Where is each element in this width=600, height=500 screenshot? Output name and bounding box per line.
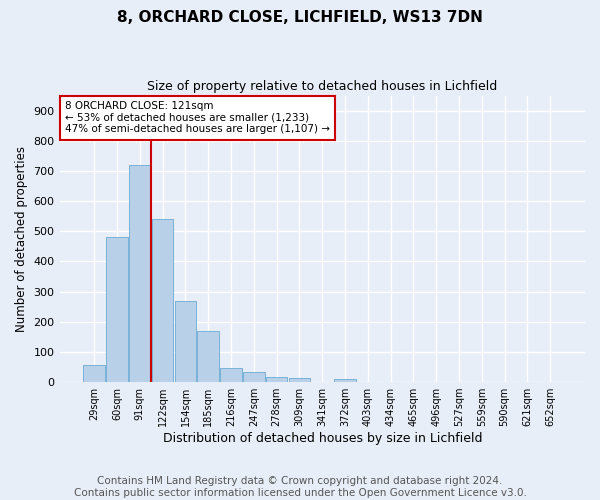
Bar xyxy=(220,368,242,382)
Bar xyxy=(175,300,196,382)
Bar xyxy=(152,219,173,382)
Bar xyxy=(266,376,287,382)
Title: Size of property relative to detached houses in Lichfield: Size of property relative to detached ho… xyxy=(147,80,497,93)
Text: Contains HM Land Registry data © Crown copyright and database right 2024.
Contai: Contains HM Land Registry data © Crown c… xyxy=(74,476,526,498)
Y-axis label: Number of detached properties: Number of detached properties xyxy=(15,146,28,332)
X-axis label: Distribution of detached houses by size in Lichfield: Distribution of detached houses by size … xyxy=(163,432,482,445)
Bar xyxy=(334,379,356,382)
Bar xyxy=(197,331,219,382)
Bar xyxy=(289,378,310,382)
Text: 8 ORCHARD CLOSE: 121sqm
← 53% of detached houses are smaller (1,233)
47% of semi: 8 ORCHARD CLOSE: 121sqm ← 53% of detache… xyxy=(65,102,330,134)
Bar xyxy=(106,238,128,382)
Bar xyxy=(129,165,151,382)
Bar xyxy=(243,372,265,382)
Text: 8, ORCHARD CLOSE, LICHFIELD, WS13 7DN: 8, ORCHARD CLOSE, LICHFIELD, WS13 7DN xyxy=(117,10,483,25)
Bar xyxy=(83,365,105,382)
